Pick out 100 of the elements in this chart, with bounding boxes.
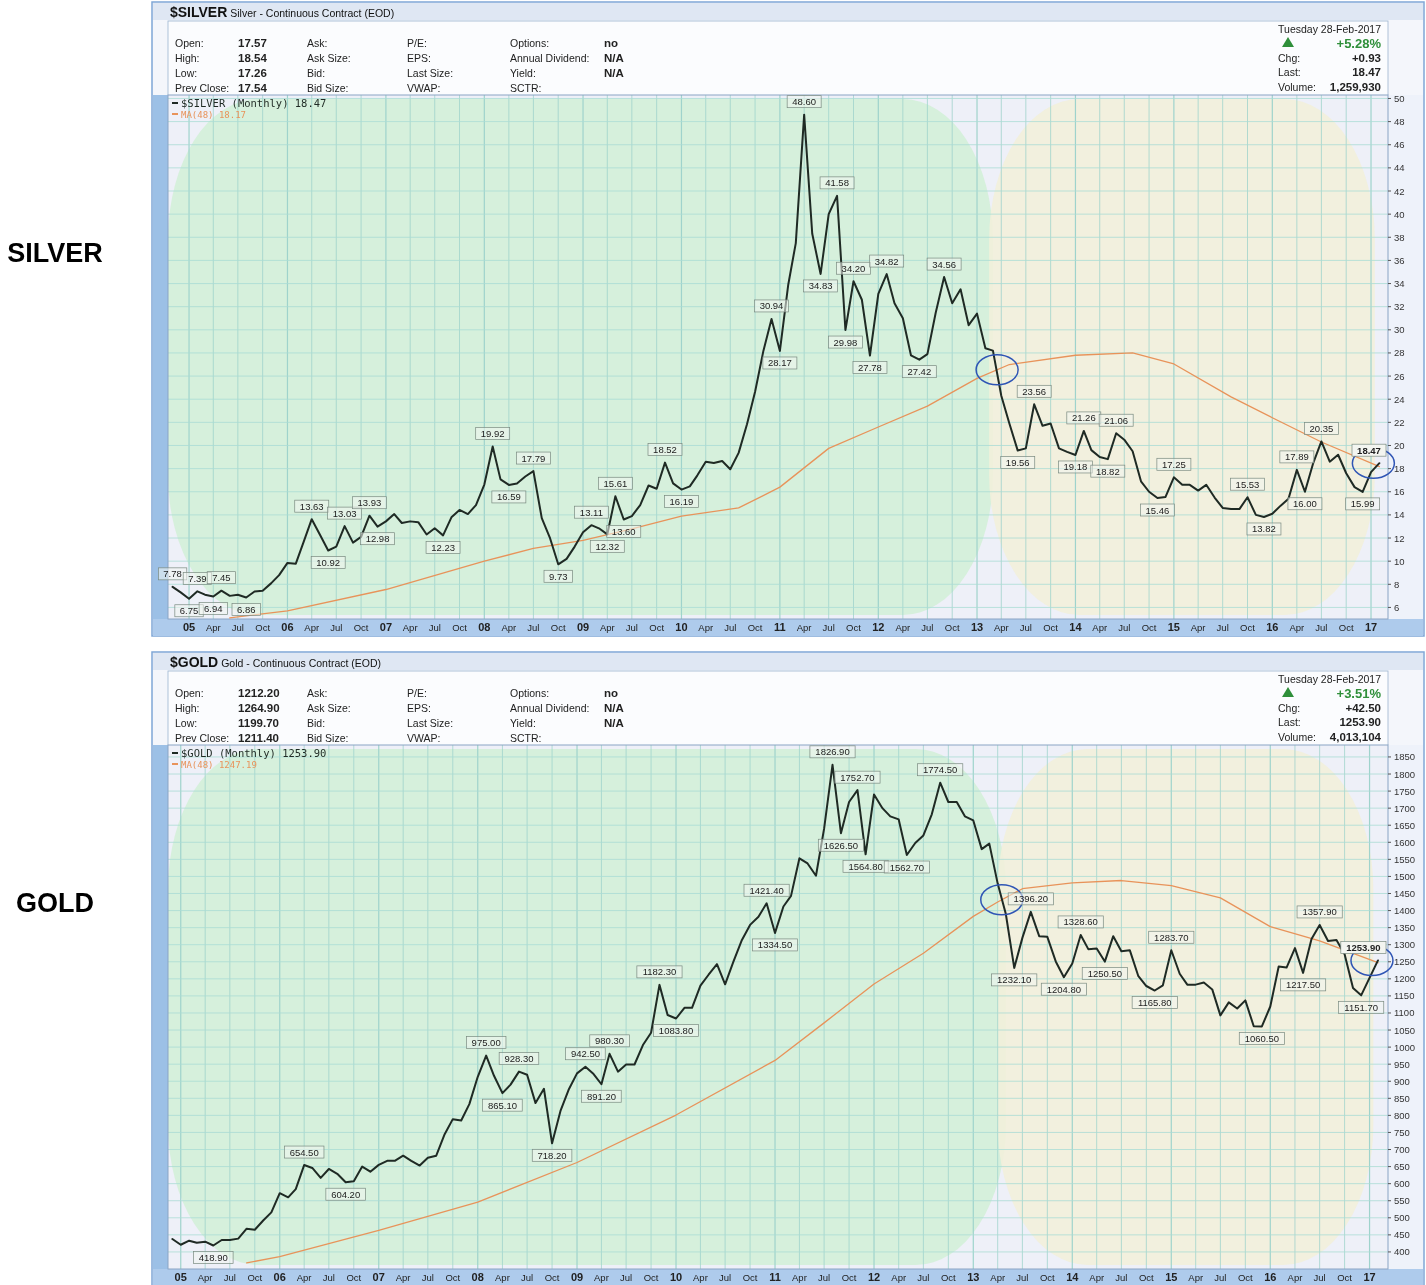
text: Bid Size: bbox=[307, 732, 349, 744]
data-label: 865.10 bbox=[487, 1099, 517, 1111]
data-label: 18.47 bbox=[1357, 444, 1381, 456]
text: Open: 1212.20 bbox=[175, 687, 280, 699]
x-tick-label: Oct bbox=[544, 1272, 560, 1283]
x-tick-label: Jul bbox=[625, 622, 638, 633]
text: Open: 17.57 bbox=[175, 37, 267, 49]
text: Bid Size: bbox=[307, 82, 349, 94]
text: Last: 18.47 bbox=[1278, 66, 1381, 78]
data-label: 604.20 bbox=[331, 1188, 361, 1200]
data-label: 1626.50 bbox=[823, 839, 859, 851]
data-label: 10.92 bbox=[316, 557, 341, 569]
text: Options: no bbox=[510, 37, 619, 49]
data-label: 891.20 bbox=[586, 1090, 616, 1102]
y-tick-label: 42 bbox=[1394, 185, 1405, 197]
x-tick-label: Oct bbox=[1337, 1272, 1353, 1283]
y-tick-label: 10 bbox=[1394, 555, 1405, 567]
text: Volume: 4,013,104 bbox=[1278, 731, 1381, 743]
data-label: 17.25 bbox=[1161, 458, 1186, 470]
x-tick-label: Jul bbox=[1313, 1272, 1326, 1283]
x-tick-label: Oct bbox=[550, 622, 566, 633]
y-tick-label: 1650 bbox=[1394, 819, 1416, 831]
x-tick-label: 05 bbox=[182, 621, 196, 633]
y-tick-label: 1350 bbox=[1394, 922, 1416, 934]
data-label: 21.26 bbox=[1071, 412, 1096, 424]
data-label: 34.82 bbox=[874, 255, 899, 267]
x-tick-label: Jul bbox=[1216, 622, 1229, 633]
data-label: 7.78 bbox=[163, 568, 182, 580]
x-tick-label: Apr bbox=[895, 622, 911, 633]
data-label: 928.30 bbox=[504, 1053, 534, 1065]
y-tick-label: 550 bbox=[1394, 1195, 1410, 1207]
x-tick-label: Jul bbox=[1315, 622, 1328, 633]
x-tick-label: Apr bbox=[1190, 622, 1206, 633]
data-label: 16.19 bbox=[669, 496, 694, 508]
data-label: 13.11 bbox=[579, 506, 603, 518]
data-label: 34.20 bbox=[841, 262, 866, 274]
x-tick-label: Oct bbox=[846, 622, 862, 633]
data-label: 29.98 bbox=[833, 336, 858, 348]
x-tick-label: 07 bbox=[379, 621, 393, 633]
data-label: 13.03 bbox=[332, 507, 357, 519]
x-tick-label: Oct bbox=[649, 622, 665, 633]
text: Bid: bbox=[307, 717, 326, 729]
data-label: 27.42 bbox=[907, 366, 932, 378]
x-tick-label: 16 bbox=[1264, 1271, 1277, 1283]
x-tick-label: Apr bbox=[205, 622, 221, 633]
x-tick-label: Oct bbox=[1138, 1272, 1155, 1283]
data-label: 30.94 bbox=[759, 300, 784, 312]
x-tick-label: Oct bbox=[452, 622, 468, 633]
x-tick-label: 07 bbox=[372, 1271, 385, 1283]
x-tick-label: Oct bbox=[1039, 1272, 1056, 1283]
x-tick-label: Jul bbox=[428, 622, 441, 633]
x-tick-label: 06 bbox=[281, 621, 294, 633]
y-tick-label: 1200 bbox=[1394, 973, 1416, 985]
x-tick-label: 15 bbox=[1167, 621, 1180, 633]
y-tick-label: 800 bbox=[1394, 1109, 1410, 1121]
y-tick-label: 18 bbox=[1394, 463, 1405, 475]
text: Prev Close: 17.54 bbox=[175, 82, 268, 94]
data-label: 17.79 bbox=[521, 452, 546, 464]
x-tick-label: Jul bbox=[421, 1272, 434, 1283]
x-tick-label: Apr bbox=[395, 1272, 411, 1283]
data-label: 1060.50 bbox=[1244, 1032, 1280, 1044]
x-tick-label: Apr bbox=[993, 622, 1009, 633]
text: Bid: bbox=[307, 67, 326, 79]
x-tick-label: Oct bbox=[940, 1272, 957, 1283]
text: SILVER bbox=[7, 238, 103, 268]
data-label: 6.75 bbox=[179, 605, 199, 617]
data-label: 12.32 bbox=[595, 540, 620, 552]
data-label: 13.93 bbox=[357, 497, 382, 509]
text: Ask: bbox=[307, 687, 328, 699]
line-series bbox=[229, 352, 1381, 619]
data-label: 980.30 bbox=[595, 1035, 625, 1047]
x-tick-label: Jul bbox=[521, 1272, 534, 1283]
x-tick-label: 08 bbox=[478, 621, 491, 633]
y-tick-label: 6 bbox=[1394, 601, 1400, 613]
y-tick-label: 1700 bbox=[1394, 802, 1416, 814]
x-tick-label: Oct bbox=[1237, 1272, 1254, 1283]
x-tick-label: 16 bbox=[1266, 621, 1279, 633]
y-tick-label: 1100 bbox=[1394, 1007, 1415, 1019]
y-tick-label: 1500 bbox=[1394, 870, 1416, 882]
line-series bbox=[246, 879, 1379, 1264]
data-label: 19.18 bbox=[1063, 461, 1088, 473]
legend-label: $GOLD (Monthly) 1253.90 bbox=[181, 746, 327, 759]
y-tick-label: 38 bbox=[1394, 231, 1405, 243]
data-label: 21.06 bbox=[1104, 414, 1129, 426]
data-label: 1217.50 bbox=[1285, 979, 1321, 991]
y-tick-label: 700 bbox=[1394, 1144, 1410, 1156]
text: GOLD bbox=[16, 888, 94, 918]
x-tick-label: Apr bbox=[1092, 622, 1108, 633]
data-label: 1774.50 bbox=[923, 764, 958, 776]
data-label: 1232.10 bbox=[997, 974, 1032, 986]
x-tick-label: Apr bbox=[197, 1272, 213, 1283]
data-label: 13.63 bbox=[299, 500, 324, 512]
data-label: 1250.50 bbox=[1087, 968, 1123, 980]
x-tick-label: Oct bbox=[643, 1272, 659, 1283]
data-label: 19.92 bbox=[480, 427, 505, 439]
text: Chg: +42.50 bbox=[1278, 702, 1381, 714]
data-label: 1357.90 bbox=[1302, 906, 1337, 918]
y-tick-label: 14 bbox=[1394, 509, 1405, 521]
x-tick-label: Jul bbox=[1118, 622, 1131, 633]
text: Options: no bbox=[510, 687, 619, 699]
